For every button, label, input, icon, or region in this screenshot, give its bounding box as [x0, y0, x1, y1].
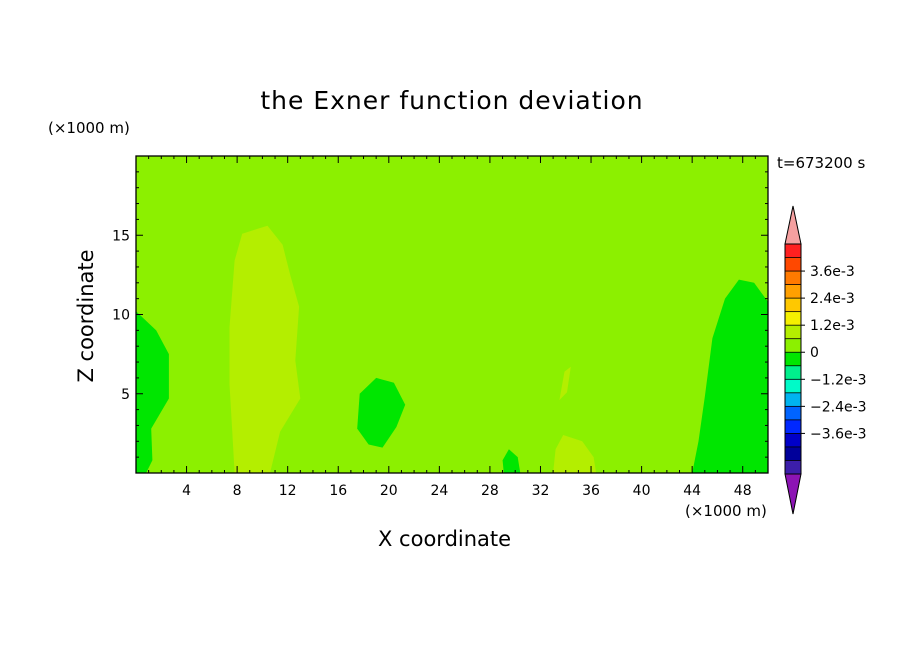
contour-region — [502, 449, 521, 473]
colorbar-tick-label: 0 — [810, 345, 819, 361]
x-axis-ticks: 4 8 12 16 20 24 28 32 36 40 44 48 — [148, 156, 756, 499]
colorbar-swatch — [785, 325, 801, 339]
x-tick-label: 28 — [481, 483, 499, 499]
colorbar-tick-label: 3.6e-3 — [810, 264, 855, 280]
x-tick-label: 40 — [633, 483, 651, 499]
x-tick-label: 16 — [329, 483, 347, 499]
x-tick-label: 8 — [233, 483, 242, 499]
colorbar-swatch — [785, 365, 801, 380]
contour-region — [559, 366, 571, 401]
time-label: t=673200 s — [777, 154, 866, 172]
y-tick-label: 5 — [121, 387, 130, 403]
contour-region — [244, 333, 267, 366]
colorbar-swatch — [785, 379, 801, 393]
colorbar-swatch — [785, 446, 801, 461]
contour-region — [357, 377, 406, 448]
colorbar: 3.6e-3 2.4e-3 1.2e-3 0 −1.2e-3 −2.4e-3 −3.6e-3 — [784, 205, 867, 515]
y-axis-unit: (×1000 m) — [48, 119, 130, 137]
x-axis-unit: (×1000 m) — [685, 502, 767, 520]
colorbar-swatch — [785, 338, 801, 353]
x-tick-label: 48 — [734, 483, 752, 499]
colorbar-tick-label: −3.6e-3 — [810, 426, 867, 442]
colorbar-tick-label: −1.2e-3 — [810, 372, 867, 388]
y-tick-label: 15 — [112, 228, 130, 244]
colorbar-swatch — [785, 257, 801, 272]
x-tick-label: 44 — [683, 483, 701, 499]
x-tick-label: 12 — [279, 483, 297, 499]
x-tick-label: 4 — [182, 483, 191, 499]
x-tick-label: 36 — [582, 483, 600, 499]
colorbar-frame — [784, 243, 802, 475]
colorbar-tick-label: 2.4e-3 — [810, 291, 855, 307]
contour-region — [553, 435, 597, 473]
colorbar-swatch — [785, 460, 801, 474]
contour-region — [136, 311, 169, 473]
colorbar-swatch — [785, 311, 801, 326]
colorbar-swatch — [785, 284, 801, 299]
contour-region — [436, 156, 652, 473]
colorbar-swatch — [785, 271, 801, 285]
chart-title: the Exner function deviation — [260, 86, 644, 115]
y-axis-label: Z coordinate — [74, 249, 98, 383]
y-axis-ticks: 5 10 15 — [112, 171, 768, 458]
colorbar-swatch — [785, 433, 801, 447]
colorbar-tick-label: −2.4e-3 — [810, 399, 867, 415]
colorbar-swatch — [785, 298, 801, 312]
x-tick-label: 32 — [532, 483, 550, 499]
colorbar-swatch — [785, 244, 801, 258]
y-tick-label: 10 — [112, 308, 130, 324]
colorbar-swatch — [785, 352, 801, 366]
contour-region — [692, 279, 768, 473]
contour-region — [181, 156, 225, 473]
colorbar-swatch — [785, 406, 801, 420]
contour-field — [136, 156, 768, 473]
x-tick-label: 24 — [430, 483, 448, 499]
colorbar-swatch — [785, 419, 801, 434]
x-tick-label: 20 — [380, 483, 398, 499]
colorbar-tick-label: 1.2e-3 — [810, 318, 855, 334]
colorbar-under-triangle — [784, 473, 802, 515]
colorbar-swatch — [785, 392, 801, 407]
contour-region — [276, 156, 346, 473]
x-axis-label: X coordinate — [378, 527, 512, 551]
colorbar-over-triangle — [784, 205, 802, 245]
